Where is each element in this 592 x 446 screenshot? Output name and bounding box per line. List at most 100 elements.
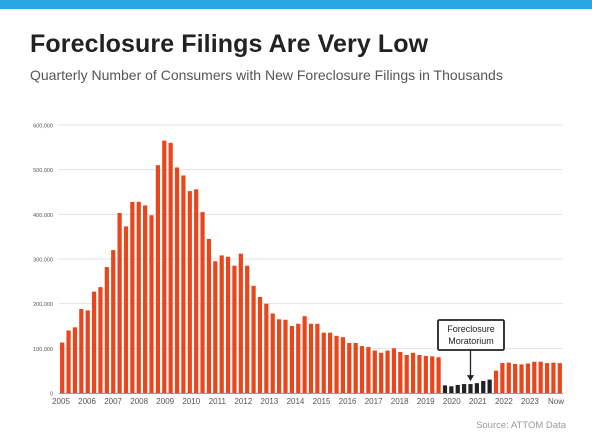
bar — [462, 384, 467, 393]
chart-subtitle: Quarterly Number of Consumers with New F… — [30, 67, 503, 83]
bar — [557, 363, 562, 393]
y-tick-label: 100,000 — [33, 347, 53, 353]
bar — [238, 253, 243, 393]
bar — [430, 356, 435, 393]
x-tick-label: 2015 — [313, 397, 331, 406]
bar — [398, 351, 403, 393]
moratorium-annotation: Foreclosure Moratorium — [437, 319, 505, 382]
x-tick-label: 2005 — [52, 397, 70, 406]
x-tick-label: 2023 — [521, 397, 539, 406]
bar — [98, 287, 103, 393]
y-tick-label: 600,000 — [33, 124, 53, 130]
bar — [455, 384, 460, 393]
bar — [544, 363, 550, 393]
bar — [264, 303, 269, 393]
bar — [257, 296, 263, 393]
bar — [474, 383, 479, 393]
x-tick-label: 2011 — [209, 397, 227, 406]
bar — [283, 319, 288, 393]
bar — [187, 191, 192, 393]
bar — [487, 379, 492, 393]
bar — [213, 261, 218, 393]
bar — [347, 342, 352, 393]
x-tick-label: 2020 — [443, 397, 461, 406]
bar — [72, 327, 78, 393]
bar — [513, 363, 518, 393]
x-tick-label: 2006 — [78, 397, 96, 406]
bar — [104, 267, 109, 393]
bar — [449, 386, 454, 393]
bar — [442, 385, 448, 393]
x-tick-label: 2012 — [234, 397, 252, 406]
bar — [296, 323, 301, 393]
bar — [136, 201, 141, 393]
bar — [372, 350, 377, 393]
bar — [404, 355, 409, 393]
bar — [155, 165, 160, 393]
bar — [538, 361, 543, 393]
x-tick-label: 2010 — [182, 397, 200, 406]
bar — [423, 355, 428, 393]
bar — [532, 361, 537, 393]
bar — [149, 215, 154, 393]
chart-grid — [59, 124, 563, 349]
bar — [225, 256, 231, 393]
y-tick-label: 200,000 — [33, 302, 53, 308]
bar — [468, 384, 473, 393]
accent-top-bar — [0, 0, 592, 9]
source-note: Source: ATTOM Data — [476, 420, 566, 431]
bar — [130, 201, 135, 393]
bar — [500, 363, 505, 393]
bar — [289, 326, 294, 393]
x-tick-label: 2013 — [261, 397, 279, 406]
bar — [436, 357, 441, 393]
bar — [321, 332, 326, 393]
x-tick-label: 2018 — [391, 397, 409, 406]
bar — [481, 380, 486, 393]
bar — [60, 342, 65, 393]
bar — [340, 337, 345, 393]
bar — [359, 346, 365, 393]
bar — [66, 330, 71, 393]
bar — [334, 335, 339, 393]
y-tick-label: 500,000 — [33, 168, 53, 174]
bar — [302, 316, 307, 393]
bar — [168, 142, 173, 393]
bar — [251, 285, 256, 393]
x-tick-label: 2022 — [495, 397, 513, 406]
x-tick-label: 2009 — [156, 397, 174, 406]
bar — [417, 355, 422, 393]
x-tick-label: 2014 — [287, 397, 305, 406]
bar — [519, 364, 524, 393]
bar — [277, 319, 282, 393]
x-tick-label: 2008 — [130, 397, 148, 406]
bar — [551, 362, 556, 393]
bar — [385, 350, 390, 393]
bar — [162, 140, 167, 393]
x-axis: 2005 2006 2007 2008 2009 2010 2011 2012 2013 2014… — [52, 397, 564, 406]
bar — [174, 167, 180, 393]
bar — [85, 310, 90, 393]
annotation-label-line2: Moratorium — [448, 336, 494, 346]
bar — [315, 323, 320, 393]
bar — [79, 309, 84, 393]
bar — [366, 346, 371, 393]
bar — [181, 175, 186, 393]
annotation-arrowhead — [466, 375, 474, 382]
bar — [91, 291, 97, 393]
bar — [353, 342, 358, 393]
bar — [270, 313, 275, 393]
bar — [328, 332, 333, 393]
bar — [219, 255, 224, 393]
x-tick-label: 2021 — [469, 397, 487, 406]
bar — [493, 370, 499, 393]
y-tick-label: 400,000 — [33, 213, 53, 219]
x-tick-label: Now — [548, 397, 564, 406]
y-tick-label: 300,000 — [33, 258, 53, 264]
x-tick-label: 2019 — [417, 397, 435, 406]
bar — [379, 352, 384, 393]
bar — [245, 265, 250, 393]
bar — [111, 250, 116, 393]
bar — [232, 265, 237, 393]
